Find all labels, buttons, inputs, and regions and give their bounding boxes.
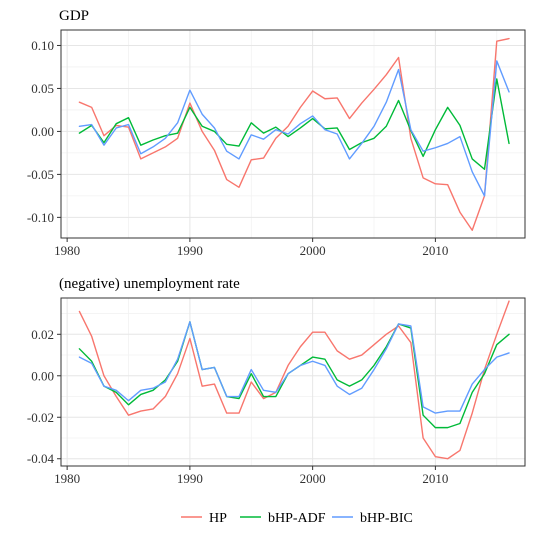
panel-1: GDP -0.10 -0.05 0.00 0.05 0.10 1980 1990 2000 201… [27, 8, 526, 258]
series-group [78, 300, 510, 460]
x-tick-label: 1980 [54, 471, 80, 486]
x-tick-label: 1990 [177, 243, 203, 258]
x-tick-label: 1990 [177, 471, 203, 486]
legend-item: bHP-ADF [240, 511, 326, 526]
x-axis: 1980 1990 2000 2010 [54, 466, 448, 486]
x-tick-label: 2010 [422, 243, 448, 258]
series-line-hp [78, 300, 510, 460]
y-tick-label: -0.02 [27, 410, 54, 425]
series-line-bhp-adf [78, 78, 510, 170]
y-tick-label: -0.04 [27, 451, 55, 466]
major-grid [61, 298, 525, 466]
series-line-bhp-bic [78, 321, 510, 414]
minor-grid [61, 298, 525, 466]
legend: HP bHP-ADF bHP-BIC [181, 511, 413, 526]
y-tick-label: -0.05 [27, 167, 54, 182]
y-axis: -0.04 -0.02 0.00 0.02 [27, 327, 61, 466]
y-tick-label: 0.10 [31, 38, 54, 53]
legend-label: bHP-ADF [268, 511, 326, 526]
panel-title: GDP [59, 8, 89, 24]
x-tick-label: 1980 [54, 243, 80, 258]
x-tick-label: 2000 [300, 471, 326, 486]
panel-title: (negative) unemployment rate [59, 276, 240, 292]
legend-item: bHP-BIC [332, 511, 413, 526]
x-axis: 1980 1990 2000 2010 [54, 238, 448, 258]
series-line-bhp-bic [78, 60, 510, 197]
y-tick-label: 0.00 [31, 124, 54, 139]
legend-item: HP [181, 511, 227, 526]
major-grid [61, 30, 525, 238]
y-tick-label: -0.10 [27, 210, 54, 225]
legend-label: bHP-BIC [360, 511, 413, 526]
y-tick-label: 0.00 [31, 368, 54, 383]
panel-border [60, 297, 526, 467]
y-tick-label: 0.05 [31, 81, 54, 96]
panel-border [60, 29, 526, 239]
y-tick-label: 0.02 [31, 327, 54, 342]
panel-2: (negative) unemployment rate -0.04 -0.02 0.… [27, 276, 526, 486]
y-axis: -0.10 -0.05 0.00 0.05 0.10 [27, 38, 61, 225]
x-tick-label: 2010 [422, 471, 448, 486]
x-tick-label: 2000 [300, 243, 326, 258]
series-group [78, 37, 510, 231]
legend-label: HP [209, 511, 227, 526]
series-line-hp [78, 37, 510, 231]
